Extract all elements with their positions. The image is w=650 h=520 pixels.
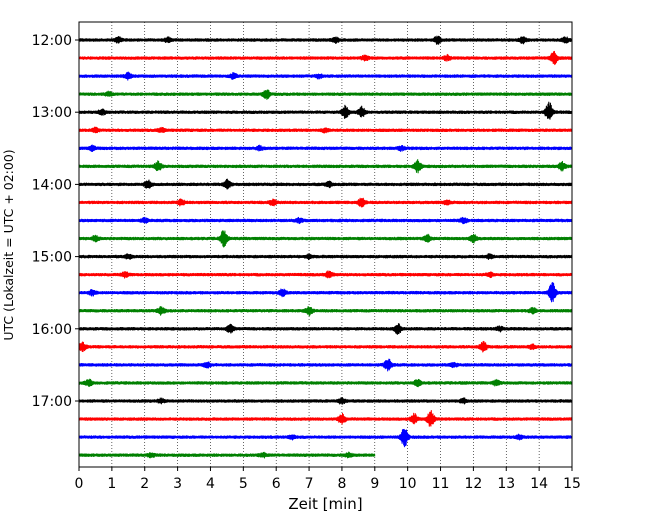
x-tick-label: 9: [370, 476, 379, 492]
x-tick-label: 4: [206, 476, 215, 492]
y-tick-label: 14:00: [32, 177, 72, 193]
trace-line: [78, 178, 573, 190]
trace-line: [78, 197, 573, 208]
trace-line: [78, 126, 573, 134]
trace-line: [78, 397, 573, 405]
x-axis-title: Zeit [min]: [288, 495, 362, 513]
x-tick-label: 5: [239, 476, 248, 492]
trace-line: [78, 340, 573, 353]
trace-line: [78, 159, 573, 174]
x-tick-label: 8: [337, 476, 346, 492]
y-tick-label: 17:00: [32, 394, 72, 410]
trace-line: [78, 323, 573, 335]
trace-line: [78, 410, 573, 427]
plot-frame: [78, 21, 573, 468]
x-tick-label: 12: [464, 476, 482, 492]
x-tick-label: 6: [272, 476, 281, 492]
trace-line: [78, 253, 573, 261]
trace-line: [78, 230, 573, 248]
trace-line: [78, 216, 573, 225]
x-tick-label: 0: [75, 476, 84, 492]
x-tick-label: 2: [140, 476, 149, 492]
trace-line: [78, 35, 573, 45]
trace-line: [78, 428, 573, 448]
y-tick-label: 13:00: [32, 105, 72, 121]
x-tick-label: 3: [173, 476, 182, 492]
trace-line: [78, 378, 573, 388]
x-tick-label: 15: [563, 476, 581, 492]
trace-line: [78, 306, 573, 317]
y-tick-label: 12:00: [32, 33, 72, 49]
y-axis-ticks: 12:00 13:00 14:00 15:00 16:00 17:00: [32, 33, 79, 410]
x-tick-label: 13: [497, 476, 515, 492]
x-tick-label: 11: [432, 476, 450, 492]
trace-line: [78, 89, 573, 100]
trace-line: [78, 101, 573, 120]
y-tick-label: 16:00: [32, 322, 72, 338]
trace-line: [78, 451, 376, 459]
trace-line: [78, 270, 573, 279]
trace-line: [78, 50, 573, 66]
x-tick-label: 14: [530, 476, 548, 492]
x-axis-ticks: 0 1 2 3 4 5 6 7 8 9 10 11 12 13 14 15: [75, 467, 581, 492]
trace-line: [78, 144, 573, 153]
y-axis-title: UTC (Lokalzeit = UTC + 02:00): [1, 149, 16, 340]
x-tick-label: 10: [399, 476, 417, 492]
trace-line: [78, 358, 573, 372]
trace-line: [78, 281, 573, 303]
x-tick-label: 7: [305, 476, 314, 492]
y-tick-label: 15:00: [32, 250, 72, 266]
seismogram-traces: [78, 35, 573, 459]
vertical-grid-lines: [111, 22, 540, 467]
trace-line: [78, 71, 573, 81]
x-tick-label: 1: [107, 476, 116, 492]
